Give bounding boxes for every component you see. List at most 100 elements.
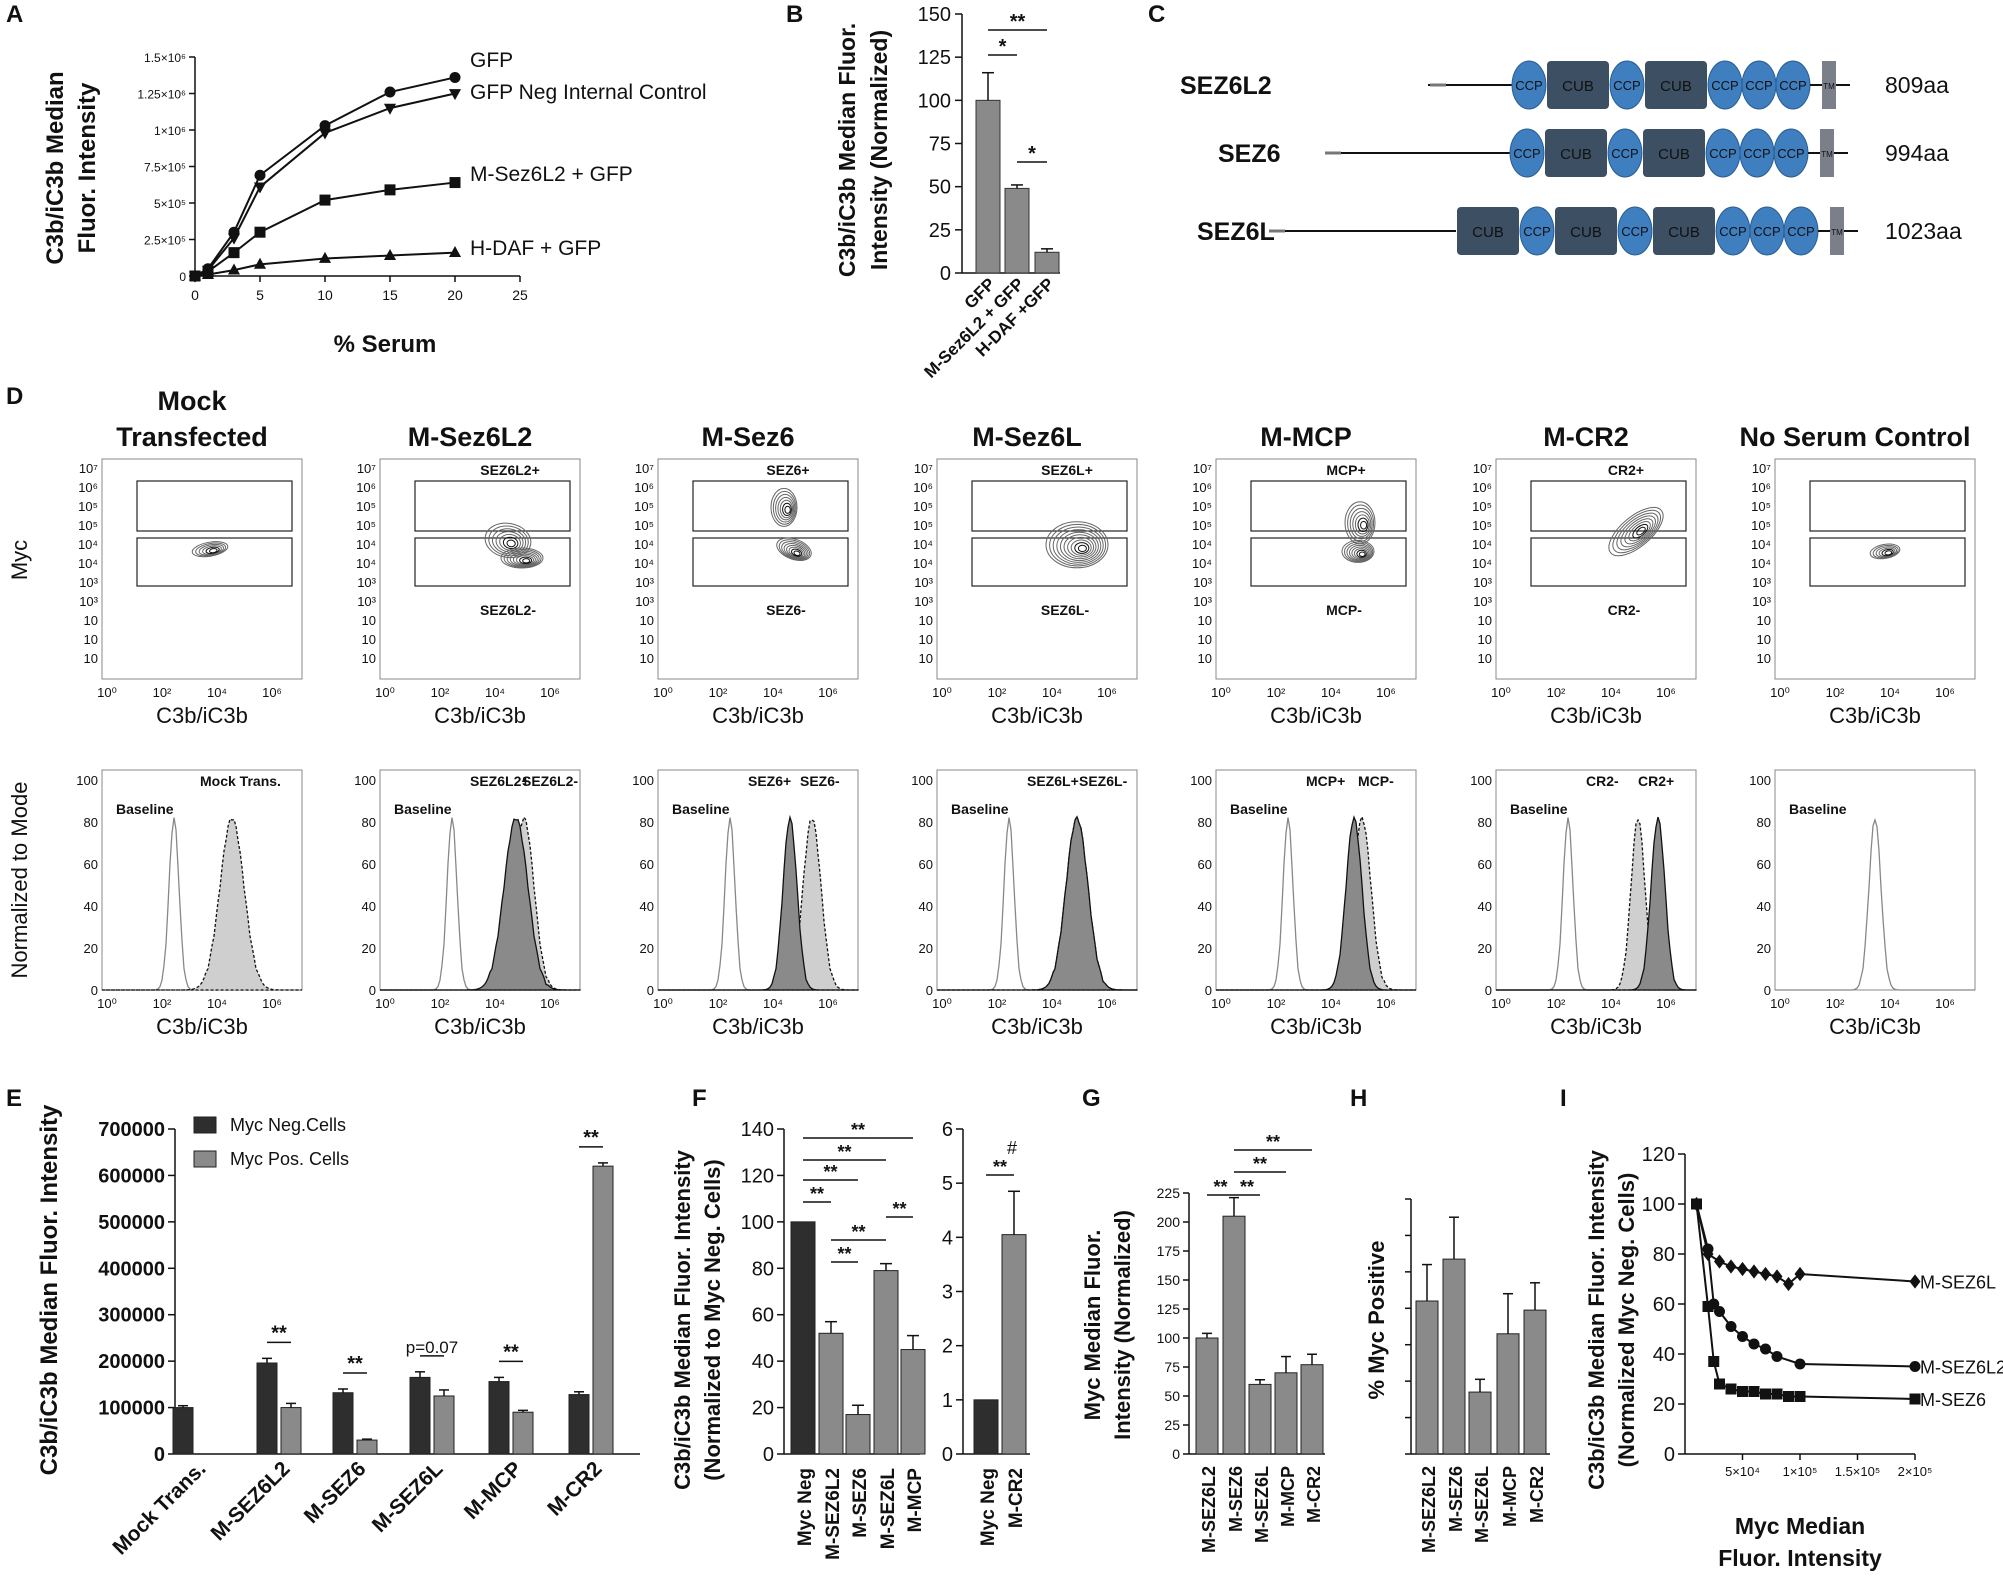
sig-bracket-label: **	[1253, 1154, 1267, 1174]
sig-bracket-label: **	[993, 1157, 1007, 1177]
sig-bracket-label: **	[837, 1142, 851, 1162]
contour-y-tick-label: 10⁶	[913, 480, 933, 495]
y-axis-title-1: Myc Median Fluor.	[1080, 1230, 1105, 1421]
x-tick-label: 10⁶	[1376, 685, 1396, 700]
contour-line	[1632, 523, 1649, 539]
contour-line	[509, 552, 538, 567]
y-axis-title-1: C3b/iC3b Median Fluor. Intensity	[670, 1149, 695, 1490]
data-point	[1708, 1356, 1720, 1367]
protein-name: SEZ6	[1218, 140, 1281, 168]
hist-y-tick-label: 80	[640, 815, 654, 830]
domain-label: CUB	[1660, 78, 1692, 95]
x-tick-label: 10⁴	[1321, 996, 1341, 1011]
contour-line	[791, 548, 803, 557]
domain-label: CCP	[1515, 78, 1542, 93]
x-tick-label: 10⁴	[763, 996, 783, 1011]
contour-line	[1357, 517, 1369, 533]
contour-y-tick-label: 10⁶	[1192, 480, 1212, 495]
contour-line	[1354, 514, 1370, 535]
contour-line	[495, 531, 524, 553]
contour-y-tick-label: 10⁵	[78, 499, 98, 514]
gate-myc-positive	[1809, 480, 1966, 532]
bar	[1195, 1337, 1219, 1455]
gate-myc-positive	[1530, 480, 1687, 532]
hist-y-tick-label: 60	[84, 857, 98, 872]
contour-line	[195, 542, 227, 557]
hist-label: MCP+	[1306, 773, 1345, 789]
domain-label: CCP	[1743, 146, 1770, 161]
contour-y-tick-label: 10	[640, 613, 654, 628]
hist-label: Mock Trans.	[200, 773, 281, 789]
contour-y-tick-label: 10⁷	[1193, 461, 1212, 476]
x-tick-label: 10⁴	[207, 996, 227, 1011]
data-point	[1714, 1378, 1725, 1390]
ccp-domain	[1617, 206, 1653, 256]
gate-bottom-label: CR2-	[1608, 602, 1641, 618]
protein-name: SEZ6L2	[1180, 72, 1272, 100]
data-point	[1909, 1393, 1921, 1405]
cub-domain	[1645, 61, 1707, 109]
panel-label-g: G	[1082, 1085, 1101, 1112]
x-tick-label: 10⁴	[1880, 685, 1900, 700]
hist-label-baseline: Baseline	[1230, 801, 1288, 817]
contour-line	[488, 525, 529, 557]
domain-label: CCP	[1523, 224, 1550, 239]
hist-y-tick-label: 60	[1198, 857, 1212, 872]
y-tick-label: 60	[1653, 1294, 1675, 1316]
x-tick-label: 10⁴	[485, 996, 505, 1011]
y-tick-label: 300000	[98, 1305, 165, 1327]
y-axis-title: C3b/iC3b Median Fluor. Intensity	[36, 1104, 63, 1475]
data-point	[1794, 1266, 1806, 1282]
y-axis-title-2: Fluor. Intensity	[74, 82, 101, 253]
bar	[845, 1414, 871, 1455]
contour-line	[783, 543, 807, 559]
contour-y-tick-label: 10⁵	[1472, 518, 1492, 533]
contour-y-tick-label: 10⁴	[913, 556, 933, 571]
gate-bottom-label: SEZ6L-	[1041, 602, 1090, 618]
y-tick-label: 1.25×10⁶	[137, 88, 186, 102]
sig-label: **	[271, 1322, 287, 1344]
contour-y-tick-label: 10⁵	[78, 518, 98, 533]
contour-line	[1616, 512, 1659, 551]
bar	[568, 1394, 590, 1455]
column-title: M-CR2	[1543, 422, 1629, 452]
hist-label: SEZ6L+	[1027, 773, 1079, 789]
x-tick-label: 10⁰	[1211, 685, 1231, 700]
y-axis-title-2: (Normalized to Myc Neg. Cells)	[700, 1159, 725, 1481]
y-tick-label: 60	[752, 1305, 774, 1327]
x-tick-label: 10⁴	[485, 685, 505, 700]
contour-y-tick-label: 10³	[1473, 594, 1492, 609]
hist-y-tick-label: 0	[1764, 983, 1771, 998]
data-point	[1771, 1388, 1783, 1400]
x-tick-label: 10²	[988, 996, 1007, 1011]
y-tick-label: 4	[942, 1227, 953, 1249]
histogram-curve	[380, 817, 580, 991]
hist-label: MCP-	[1358, 773, 1394, 789]
contour-plot-frame	[1495, 458, 1697, 680]
x-tick-label: 10²	[709, 685, 728, 700]
domain-label: CCP	[1753, 224, 1780, 239]
y-tick-label: 100000	[98, 1398, 165, 1420]
contour-y-tick-label: 10⁵	[1751, 518, 1771, 533]
hist-y-tick-label: 40	[1757, 899, 1771, 914]
gate-myc-positive	[692, 480, 849, 532]
contour-line	[1045, 521, 1109, 569]
x-axis-title: C3b/iC3b	[712, 1014, 804, 1039]
contour-line	[778, 539, 811, 561]
contour-line	[502, 536, 519, 550]
series-line-1	[1695, 1203, 1916, 1368]
panel-g-bar-chart: 0 25 50 75 100 125 150 175 200 225 M-SEZ6L2 M-SEZ6 M…	[1080, 1132, 1325, 1553]
hist-y-tick-label: 100	[1190, 773, 1212, 788]
gate-bottom-label: SEZ6-	[766, 602, 806, 618]
x-tick-label: 10⁴	[1321, 685, 1341, 700]
x-axis-title: C3b/iC3b	[434, 1014, 526, 1039]
data-point	[383, 248, 397, 260]
series-label: M-SEZ6L2	[1920, 1358, 2003, 1378]
domain-label: CUB	[1668, 224, 1700, 241]
x-category-label: M-SEZ6	[850, 1468, 871, 1538]
sig-bracket-label: **	[851, 1222, 865, 1242]
contour-line	[1878, 547, 1896, 557]
contour-plot-frame	[379, 458, 581, 680]
legend-label: Myc Neg.Cells	[230, 1115, 346, 1135]
data-point	[1748, 1338, 1760, 1350]
